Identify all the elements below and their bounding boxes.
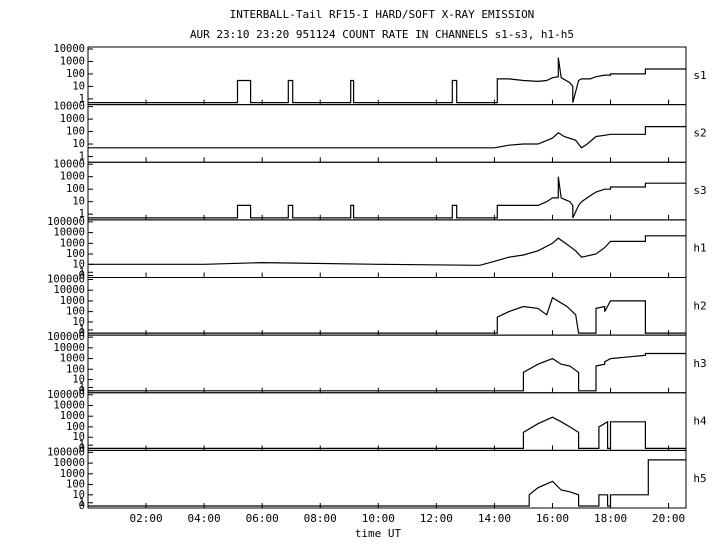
y-tick-label: 100: [66, 68, 85, 80]
y-tick-label: 1: [79, 497, 85, 509]
y-tick-label: 1000: [60, 171, 85, 183]
x-tick-label: 16:00: [536, 512, 569, 525]
y-tick-label: 10: [72, 489, 85, 501]
y-tick-label: 1000: [60, 295, 85, 307]
x-tick-label: 14:00: [478, 512, 511, 525]
y-tick-label: 100: [66, 306, 85, 318]
y-tick-label: 1: [79, 266, 85, 278]
y-tick-label: 100: [66, 421, 85, 433]
y-tick-label: 1: [79, 208, 85, 220]
y-tick-label: 10000: [53, 43, 85, 55]
y-tick-label: 0: [79, 442, 85, 454]
y-tick-label: 10: [72, 316, 85, 328]
y-tick-label: 10: [72, 196, 85, 208]
y-tick-label: 1: [79, 439, 85, 451]
data-line: [88, 235, 686, 266]
panel-label: h5: [693, 472, 706, 485]
y-tick-label: 1000: [60, 353, 85, 365]
panel-label: h4: [693, 415, 707, 428]
y-tick-label: 1000: [60, 237, 85, 249]
panel-label: s3: [693, 184, 706, 197]
x-tick-label: 18:00: [594, 512, 627, 525]
data-line: [88, 126, 686, 149]
y-tick-label: 1000: [60, 55, 85, 67]
panel-frame: [87, 392, 687, 451]
y-tick-label: 0: [79, 327, 85, 339]
chart-title: INTERBALL-Tail RF15-I HARD/SOFT X-RAY EM…: [230, 8, 535, 21]
y-tick-label: 10: [72, 80, 85, 92]
y-tick-label: 100000: [47, 389, 85, 401]
x-tick-label: 08:00: [304, 512, 337, 525]
y-tick-label: 1000: [60, 410, 85, 422]
y-tick-label: 1000: [60, 113, 85, 125]
y-tick-label: 100: [66, 479, 85, 491]
y-tick-label: 100000: [47, 274, 85, 286]
panel-frame: [87, 449, 687, 509]
panel-frame: [87, 104, 687, 163]
y-tick-label: 1: [79, 93, 85, 105]
y-tick-label: 100000: [47, 446, 85, 458]
data-line: [88, 296, 686, 334]
y-tick-label: 100: [66, 248, 85, 260]
panel-label: h1: [693, 242, 706, 255]
x-axis-label: time UT: [355, 527, 402, 540]
data-line: [88, 57, 686, 104]
x-tick-label: 02:00: [129, 512, 162, 525]
y-tick-label: 1: [79, 324, 85, 336]
y-tick-label: 10: [72, 258, 85, 270]
x-tick-label: 20:00: [652, 512, 685, 525]
y-tick-label: 0: [79, 500, 85, 512]
y-tick-label: 1: [79, 150, 85, 162]
y-tick-label: 10: [72, 431, 85, 443]
y-tick-label: 10000: [53, 284, 85, 296]
chart-subtitle: AUR 23:10 23:20 951124 COUNT RATE IN CHA…: [190, 28, 574, 41]
y-tick-label: 10: [72, 374, 85, 386]
panel-frame: [87, 46, 687, 106]
x-tick-label: 12:00: [420, 512, 453, 525]
y-tick-label: 10000: [53, 227, 85, 239]
panel-label: h3: [693, 357, 706, 370]
y-tick-label: 10000: [53, 101, 85, 113]
y-tick-label: 10000: [53, 158, 85, 170]
y-tick-label: 100000: [47, 216, 85, 228]
data-line: [88, 352, 686, 392]
x-tick-label: 06:00: [246, 512, 279, 525]
x-tick-label: 04:00: [188, 512, 221, 525]
y-tick-label: 10: [72, 138, 85, 150]
y-tick-label: 100: [66, 363, 85, 375]
y-tick-label: 100000: [47, 331, 85, 343]
panel-frame: [87, 161, 687, 221]
y-tick-label: 100: [66, 126, 85, 138]
panel-label: s2: [693, 126, 706, 139]
y-tick-label: 10000: [53, 399, 85, 411]
y-tick-label: 0: [79, 270, 85, 282]
y-tick-label: 1000: [60, 468, 85, 480]
data-line: [88, 459, 686, 507]
x-tick-label: 10:00: [362, 512, 395, 525]
y-tick-label: 100: [66, 183, 85, 195]
y-tick-label: 10000: [53, 342, 85, 354]
y-tick-label: 1: [79, 382, 85, 394]
y-tick-label: 0: [79, 385, 85, 397]
panel-label: h2: [693, 299, 706, 312]
panel-label: s1: [693, 69, 706, 82]
panel-frame: [87, 219, 687, 278]
y-tick-label: 10000: [53, 457, 85, 469]
data-line: [88, 416, 686, 449]
data-line: [88, 176, 686, 219]
